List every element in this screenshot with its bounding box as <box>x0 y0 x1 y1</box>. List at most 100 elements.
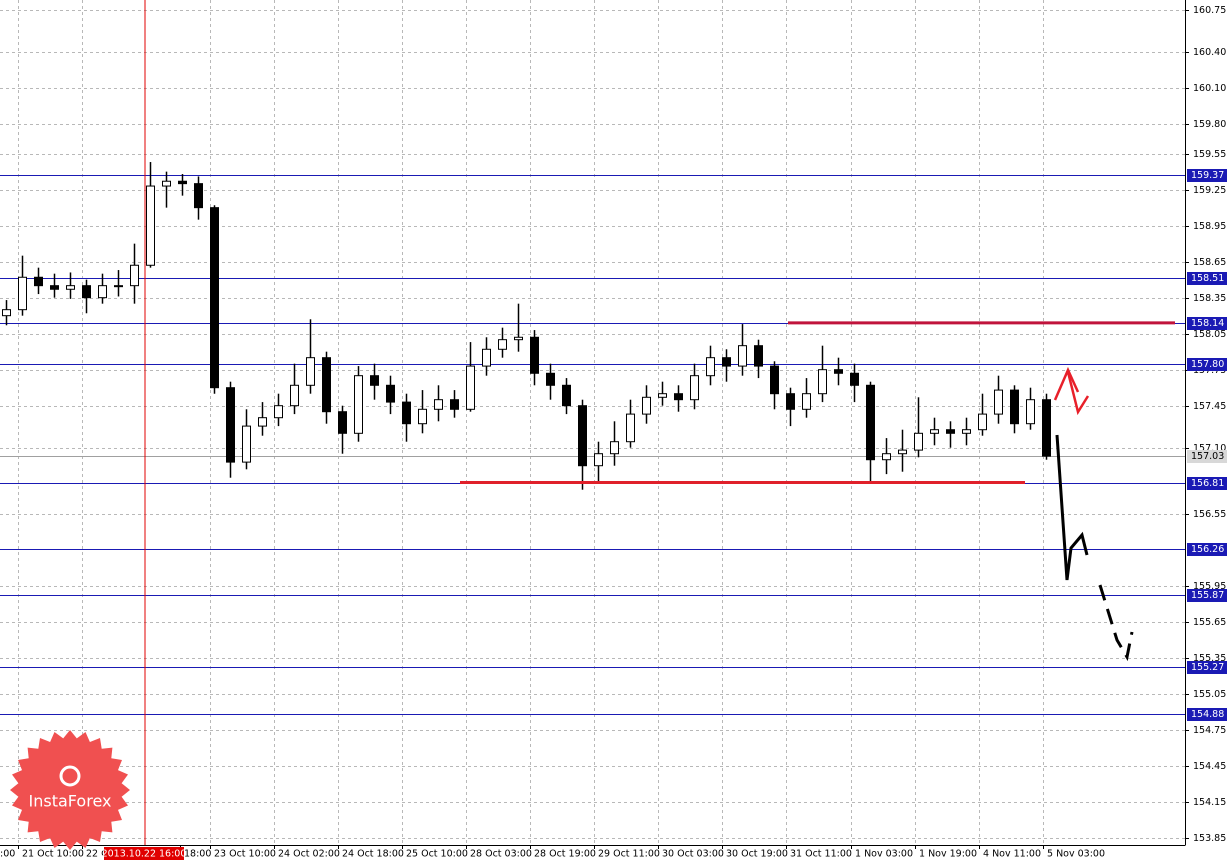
level-label: 158.14 <box>1191 318 1224 329</box>
candle-body <box>114 285 123 288</box>
logo-badge <box>10 730 130 850</box>
candles <box>2 162 1051 490</box>
x-tick-label: :00 <box>0 849 15 860</box>
candle-body <box>674 393 683 401</box>
candle-body <box>786 393 795 410</box>
candle-body <box>322 357 331 413</box>
y-tick-label: 158.05 <box>1193 329 1226 340</box>
level-label: 159.37 <box>1191 170 1224 181</box>
candle-body <box>354 375 363 434</box>
candle-body <box>434 399 443 410</box>
candle-body <box>930 429 939 434</box>
x-tick-label: 5 Nov 03:00 <box>1047 849 1105 860</box>
level-label-box <box>1187 358 1227 371</box>
candle-body <box>946 429 955 434</box>
x-tick-label: 22 O <box>86 849 109 860</box>
candle-body <box>770 365 779 395</box>
x-tick-label: 24 Oct 02:00 <box>278 849 340 860</box>
candle-body <box>994 389 1003 415</box>
axis-labels: 160.75 160.40 160.10 159.80 159.55 159.25 158.… <box>0 5 1227 860</box>
y-tick-label: 153.85 <box>1193 833 1226 844</box>
level-label-box <box>1187 708 1227 721</box>
candle-body <box>1026 399 1035 425</box>
y-tick-label: 157.45 <box>1193 401 1226 412</box>
candle-body <box>642 396 651 415</box>
y-tick-label: 159.80 <box>1193 119 1226 130</box>
candle-body <box>706 357 715 377</box>
y-tick-label: 160.75 <box>1193 5 1226 16</box>
candle-body <box>610 441 619 455</box>
candle-body <box>98 285 107 299</box>
candle-body <box>914 432 923 451</box>
candle-body <box>594 453 603 467</box>
candle-body <box>834 369 843 374</box>
current-price-box <box>1187 450 1227 463</box>
candle-body <box>818 369 827 395</box>
time-marker-box <box>104 847 184 860</box>
x-tick-label: 25 Oct 10:00 <box>406 849 468 860</box>
candle-body <box>690 375 699 401</box>
y-tick-label: 160.40 <box>1193 47 1226 58</box>
x-tick-label: 18:00 <box>184 849 211 860</box>
level-label-box <box>1187 589 1227 602</box>
forecast-path <box>1098 584 1134 662</box>
y-tick-label: 154.15 <box>1193 797 1226 808</box>
y-tick-label: 155.65 <box>1193 617 1226 628</box>
candle-body <box>402 401 411 425</box>
candle-body <box>290 384 299 407</box>
candle-body <box>34 276 43 287</box>
level-label-box <box>1187 543 1227 556</box>
candle-body <box>1042 399 1051 457</box>
candle-body <box>450 399 459 410</box>
forecast-path <box>1055 434 1089 581</box>
candle-body <box>866 384 875 461</box>
level-label-box <box>1187 272 1227 285</box>
y-tick-label: 155.05 <box>1193 689 1226 700</box>
candle-body <box>562 384 571 407</box>
candle-body <box>194 183 203 209</box>
watermark: InstaForex <box>10 730 130 850</box>
y-tick-label: 154.75 <box>1193 725 1226 736</box>
candle-body <box>258 417 267 427</box>
candle-body <box>66 285 75 290</box>
level-label: 158.51 <box>1191 273 1224 284</box>
candle-body <box>498 339 507 350</box>
x-tick-label: 1 Nov 19:00 <box>919 849 977 860</box>
y-tick-label: 156.55 <box>1193 509 1226 520</box>
candle-body <box>338 411 347 434</box>
level-label-box <box>1187 661 1227 674</box>
axes <box>0 0 1186 846</box>
candle-body <box>18 276 27 311</box>
level-label: 157.80 <box>1191 359 1224 370</box>
y-tick-label: 158.95 <box>1193 221 1226 232</box>
logo-text: InstaForex <box>29 792 112 811</box>
candle-body <box>370 375 379 386</box>
forecast-arrow <box>1066 371 1090 416</box>
candle-body <box>514 336 523 341</box>
x-tick-label: 4 Nov 11:00 <box>983 849 1041 860</box>
x-tick-label: 24 Oct 18:00 <box>342 849 404 860</box>
level-label-box <box>1187 317 1227 330</box>
candle-body <box>2 309 11 317</box>
candle-body <box>178 180 187 185</box>
candle-body <box>754 345 763 367</box>
logo-icon <box>59 765 81 787</box>
y-tick-label: 159.25 <box>1193 185 1226 196</box>
y-tick-label: 155.95 <box>1193 581 1226 592</box>
y-tick-label: 159.55 <box>1193 149 1226 160</box>
overlay <box>144 0 1175 845</box>
candle-body <box>578 405 587 467</box>
candle-body <box>978 413 987 431</box>
level-label: 154.88 <box>1191 709 1224 720</box>
y-tick-label: 154.45 <box>1193 761 1226 772</box>
candle-body <box>162 180 171 187</box>
candle-body <box>802 393 811 410</box>
candle-body <box>386 384 395 403</box>
candle-body <box>962 429 971 434</box>
x-tick-label: 30 Oct 03:00 <box>662 849 724 860</box>
candle-body <box>210 207 219 389</box>
candle-body <box>226 387 235 463</box>
y-tick-label: 160.10 <box>1193 83 1226 94</box>
level-label: 155.87 <box>1191 590 1224 601</box>
